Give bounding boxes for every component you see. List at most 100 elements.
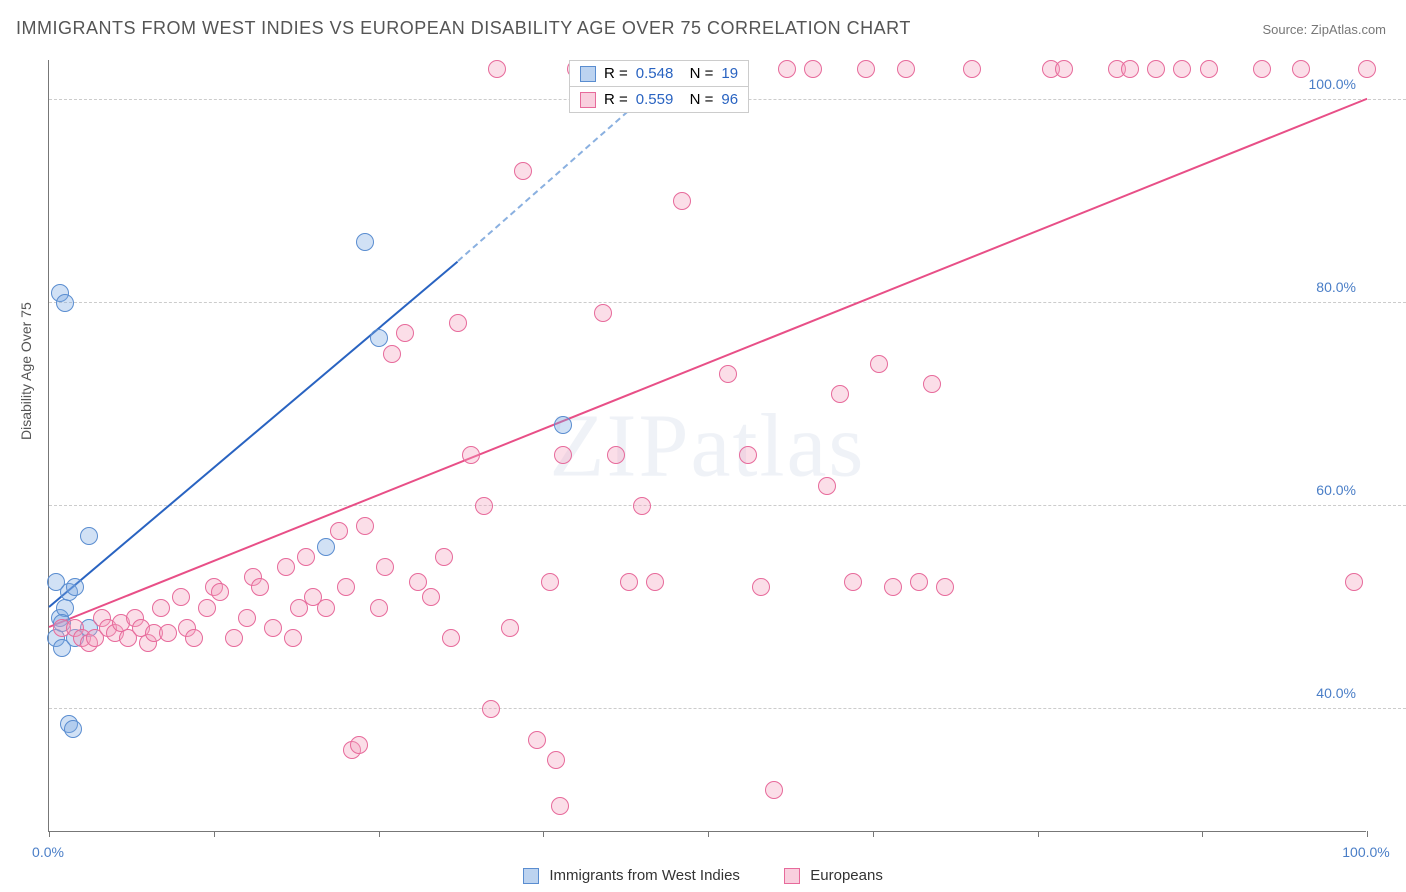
chart-title: IMMIGRANTS FROM WEST INDIES VS EUROPEAN … <box>16 18 911 39</box>
data-point <box>554 416 572 434</box>
data-point <box>870 355 888 373</box>
correlation-stats-box: R = 0.548 N = 19 R = 0.559 N = 96 <box>569 60 749 113</box>
data-point <box>482 700 500 718</box>
data-point <box>739 446 757 464</box>
data-point <box>1121 60 1139 78</box>
stats-row-pink: R = 0.559 N = 96 <box>570 87 748 112</box>
ytick-label: 100.0% <box>1309 76 1356 92</box>
data-point <box>752 578 770 596</box>
data-point <box>80 527 98 545</box>
data-point <box>264 619 282 637</box>
gridline <box>49 708 1406 709</box>
data-point <box>409 573 427 591</box>
data-point <box>211 583 229 601</box>
stat-r-value-pink: 0.559 <box>636 91 674 108</box>
data-point <box>159 624 177 642</box>
data-point <box>56 294 74 312</box>
scatter-plot-area: ZIPatlas R = 0.548 N = 19 R = 0.559 N = … <box>48 60 1366 832</box>
data-point <box>1253 60 1271 78</box>
xtick <box>379 831 380 837</box>
data-point <box>541 573 559 591</box>
data-point <box>370 599 388 617</box>
xtick-label: 100.0% <box>1342 844 1389 860</box>
data-point <box>337 578 355 596</box>
ytick-label: 80.0% <box>1316 279 1356 295</box>
data-point <box>284 629 302 647</box>
data-point <box>551 797 569 815</box>
data-point <box>1345 573 1363 591</box>
gridline <box>49 505 1406 506</box>
data-point <box>897 60 915 78</box>
data-point <box>1147 60 1165 78</box>
xtick <box>1367 831 1368 837</box>
data-point <box>778 60 796 78</box>
legend-item-pink: Europeans <box>784 867 883 884</box>
data-point <box>844 573 862 591</box>
xtick <box>1202 831 1203 837</box>
xtick <box>49 831 50 837</box>
xtick-label: 0.0% <box>32 844 64 860</box>
data-point <box>198 599 216 617</box>
data-point <box>475 497 493 515</box>
data-point <box>350 736 368 754</box>
data-point <box>804 60 822 78</box>
data-point <box>317 599 335 617</box>
stat-r-value-blue: 0.548 <box>636 65 674 82</box>
stat-r-label: R = <box>604 91 628 108</box>
stat-n-label: N = <box>681 65 713 82</box>
data-point <box>449 314 467 332</box>
data-point <box>356 233 374 251</box>
data-point <box>910 573 928 591</box>
data-point <box>185 629 203 647</box>
data-point <box>1358 60 1376 78</box>
data-point <box>554 446 572 464</box>
data-point <box>488 60 506 78</box>
data-point <box>442 629 460 647</box>
regression-line <box>48 260 458 607</box>
data-point <box>633 497 651 515</box>
data-point <box>884 578 902 596</box>
xtick <box>543 831 544 837</box>
legend-label-pink: Europeans <box>810 867 883 884</box>
data-point <box>152 599 170 617</box>
stat-n-label: N = <box>681 91 713 108</box>
data-point <box>923 375 941 393</box>
legend-item-blue: Immigrants from West Indies <box>523 867 744 884</box>
source-attribution: Source: ZipAtlas.com <box>1262 22 1386 37</box>
swatch-blue-icon <box>580 66 596 82</box>
data-point <box>396 324 414 342</box>
data-point <box>47 573 65 591</box>
data-point <box>831 385 849 403</box>
ytick-label: 60.0% <box>1316 482 1356 498</box>
data-point <box>646 573 664 591</box>
data-point <box>172 588 190 606</box>
data-point <box>963 60 981 78</box>
data-point <box>238 609 256 627</box>
data-point <box>225 629 243 647</box>
data-point <box>64 720 82 738</box>
data-point <box>719 365 737 383</box>
data-point <box>1055 60 1073 78</box>
data-point <box>765 781 783 799</box>
xtick <box>214 831 215 837</box>
data-point <box>330 522 348 540</box>
swatch-pink-icon <box>784 868 800 884</box>
gridline <box>49 302 1406 303</box>
xtick <box>708 831 709 837</box>
data-point <box>1292 60 1310 78</box>
data-point <box>317 538 335 556</box>
data-point <box>857 60 875 78</box>
data-point <box>376 558 394 576</box>
data-point <box>547 751 565 769</box>
data-point <box>277 558 295 576</box>
data-point <box>514 162 532 180</box>
data-point <box>462 446 480 464</box>
data-point <box>1173 60 1191 78</box>
data-point <box>818 477 836 495</box>
data-point <box>607 446 625 464</box>
stat-n-value-pink: 96 <box>721 91 738 108</box>
data-point <box>422 588 440 606</box>
ytick-label: 40.0% <box>1316 685 1356 701</box>
regression-line <box>49 98 1368 628</box>
data-point <box>673 192 691 210</box>
